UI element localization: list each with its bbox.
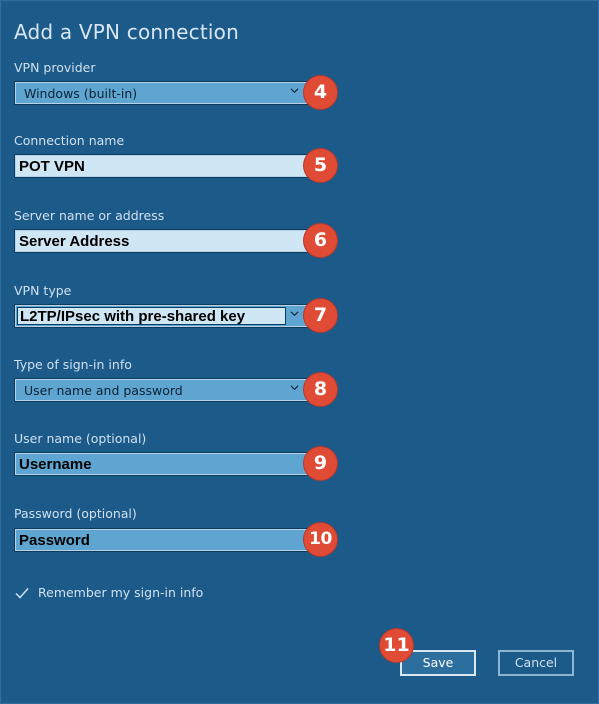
username-label: User name (optional) — [14, 431, 147, 446]
step-badge-10: 10 — [304, 523, 337, 556]
step-badge-8: 8 — [304, 373, 337, 406]
remember-checkbox[interactable] — [14, 585, 30, 601]
vpn-type-highlight: L2TP/IPsec with pre-shared key — [17, 307, 286, 325]
connection-name-value: POT VPN — [19, 158, 85, 175]
password-value: Password — [19, 532, 90, 549]
password-input[interactable]: Password — [14, 528, 308, 552]
step-badge-4: 4 — [304, 76, 337, 109]
step-badge-11: 11 — [380, 629, 413, 662]
vpn-provider-value: Windows (built-in) — [24, 86, 138, 101]
step-badge-6: 6 — [304, 224, 337, 257]
vpn-provider-select[interactable]: Windows (built-in) — [14, 81, 308, 105]
dialog-title: Add a VPN connection — [14, 20, 239, 44]
vpn-type-value: L2TP/IPsec with pre-shared key — [20, 308, 246, 325]
username-input[interactable]: Username — [14, 452, 308, 476]
server-address-input[interactable]: Server Address — [14, 229, 308, 253]
connection-name-input[interactable]: POT VPN — [14, 154, 308, 178]
save-button[interactable]: Save — [400, 650, 476, 676]
step-badge-5: 5 — [304, 149, 337, 182]
signin-type-select[interactable]: User name and password — [14, 378, 308, 402]
vpn-type-label: VPN type — [14, 283, 72, 298]
signin-type-value: User name and password — [24, 383, 183, 398]
signin-type-label: Type of sign-in info — [14, 357, 132, 372]
connection-name-label: Connection name — [14, 133, 125, 148]
server-label: Server name or address — [14, 208, 165, 223]
checkmark-icon — [15, 588, 29, 599]
step-badge-9: 9 — [304, 447, 337, 480]
vpn-provider-label: VPN provider — [14, 60, 96, 75]
chevron-down-icon — [290, 88, 299, 94]
cancel-button[interactable]: Cancel — [498, 650, 574, 676]
chevron-down-icon — [290, 311, 299, 317]
username-value: Username — [19, 456, 92, 473]
password-label: Password (optional) — [14, 506, 137, 521]
remember-label: Remember my sign-in info — [38, 585, 204, 600]
step-badge-7: 7 — [304, 299, 337, 332]
chevron-down-icon — [290, 385, 299, 391]
server-address-value: Server Address — [19, 233, 130, 250]
vpn-type-select[interactable]: L2TP/IPsec with pre-shared key — [14, 304, 308, 328]
